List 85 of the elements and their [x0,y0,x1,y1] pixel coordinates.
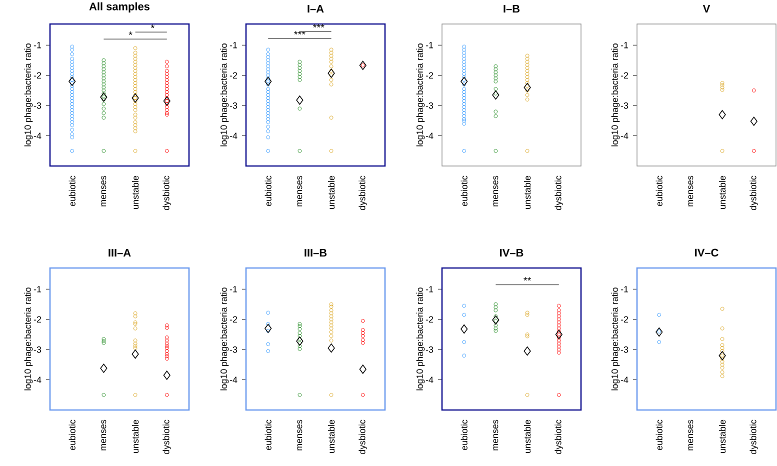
x-tick-label: eubiotic [68,176,76,206]
y-tick-label: -3 [620,346,628,353]
y-tick-label: -3 [34,102,42,109]
x-tick-label: menses [297,420,302,450]
annotation: ** [524,277,532,281]
y-axis-title: log10 phage:bacteria ratio [416,288,425,390]
x-tick-label: dysbiotic [162,420,172,454]
y-tick-label: -4 [230,376,238,383]
y-axis-title: log10 phage:bacteria ratio [611,44,620,146]
x-tick-label: dysbiotic [750,420,758,454]
x-tick-label: menses [493,176,498,206]
y-tick-label: -3 [230,346,238,353]
y-tick-label: -3 [34,346,42,353]
y-tick-label: -1 [426,42,434,48]
y-tick-label: -2 [426,316,434,322]
x-tick-label: unstable [719,176,726,209]
x-tick-label: menses [493,420,498,450]
y-tick-label: -2 [34,316,42,322]
x-tick-label: unstable [524,420,531,453]
x-tick-label: dysbiotic [750,176,758,210]
y-tick-label: -2 [230,72,238,78]
x-tick-label: unstable [132,176,139,209]
y-tick-label: -1 [620,42,628,48]
x-tick-label: menses [688,176,694,206]
x-tick-label: dysbiotic [554,420,564,454]
chart-title: IV–C [695,248,718,257]
y-tick-label: -1 [620,286,628,292]
chart-title: III–B [304,248,327,257]
x-tick-label: menses [688,420,694,450]
x-tick-label: eubiotic [460,176,468,206]
y-tick-label: -2 [620,72,628,78]
y-axis-title: log10 phage:bacteria ratio [416,44,425,146]
y-tick-label: -2 [34,72,42,78]
y-tick-label: -2 [426,72,434,78]
y-tick-label: -1 [34,42,42,48]
chart-title: III–A [108,248,131,257]
y-tick-label: -3 [620,102,628,109]
y-tick-label: -3 [426,346,434,353]
annotation: * [150,24,154,28]
y-axis-title: log10 phage:bacteria ratio [611,288,620,390]
y-tick-label: -4 [426,132,434,139]
y-tick-label: -2 [230,316,238,322]
y-tick-label: -1 [230,286,238,292]
chart-title: V [702,4,710,13]
x-tick-label: menses [101,176,106,206]
y-tick-label: -4 [620,132,628,139]
x-tick-label: eubiotic [460,420,468,450]
x-tick-label: eubiotic [264,176,272,206]
x-tick-label: unstable [132,420,139,453]
chart-title: I–A [308,4,324,13]
chart-title: All samples [89,2,150,12]
y-tick-label: -4 [230,132,238,139]
x-tick-label: menses [297,176,302,206]
y-tick-label: -4 [620,376,628,383]
y-tick-label: -4 [34,376,42,383]
chart-title: I–B [504,4,520,13]
x-tick-label: unstable [524,176,531,209]
annotation: *** [294,30,306,34]
x-tick-label: unstable [328,420,335,453]
x-tick-label: eubiotic [264,420,272,450]
x-tick-label: dysbiotic [162,176,172,210]
y-tick-label: -4 [34,132,42,139]
y-tick-label: -3 [230,102,238,109]
y-tick-label: -2 [620,316,628,322]
x-tick-label: eubiotic [656,176,662,206]
y-axis-title: log10 phage:bacteria ratio [220,288,229,390]
y-tick-label: -1 [426,286,434,292]
y-tick-label: -1 [34,286,42,292]
y-tick-label: -4 [426,376,434,383]
x-tick-label: menses [101,420,106,450]
y-axis-title: log10 phage:bacteria ratio [24,288,33,390]
x-tick-label: dysbiotic [358,420,368,454]
y-tick-label: -3 [426,102,434,109]
chart-title: IV–B [500,248,524,257]
y-axis-title: log10 phage:bacteria ratio [24,44,33,146]
x-tick-label: dysbiotic [554,176,564,210]
x-tick-label: dysbiotic [358,176,368,210]
x-tick-label: eubiotic [656,420,662,450]
x-tick-label: eubiotic [68,420,76,450]
annotation: * [128,32,132,36]
y-tick-label: -1 [230,42,238,48]
y-axis-title: log10 phage:bacteria ratio [220,44,229,146]
annotation: *** [313,24,324,28]
x-tick-label: unstable [328,176,335,209]
x-tick-label: unstable [719,420,726,453]
